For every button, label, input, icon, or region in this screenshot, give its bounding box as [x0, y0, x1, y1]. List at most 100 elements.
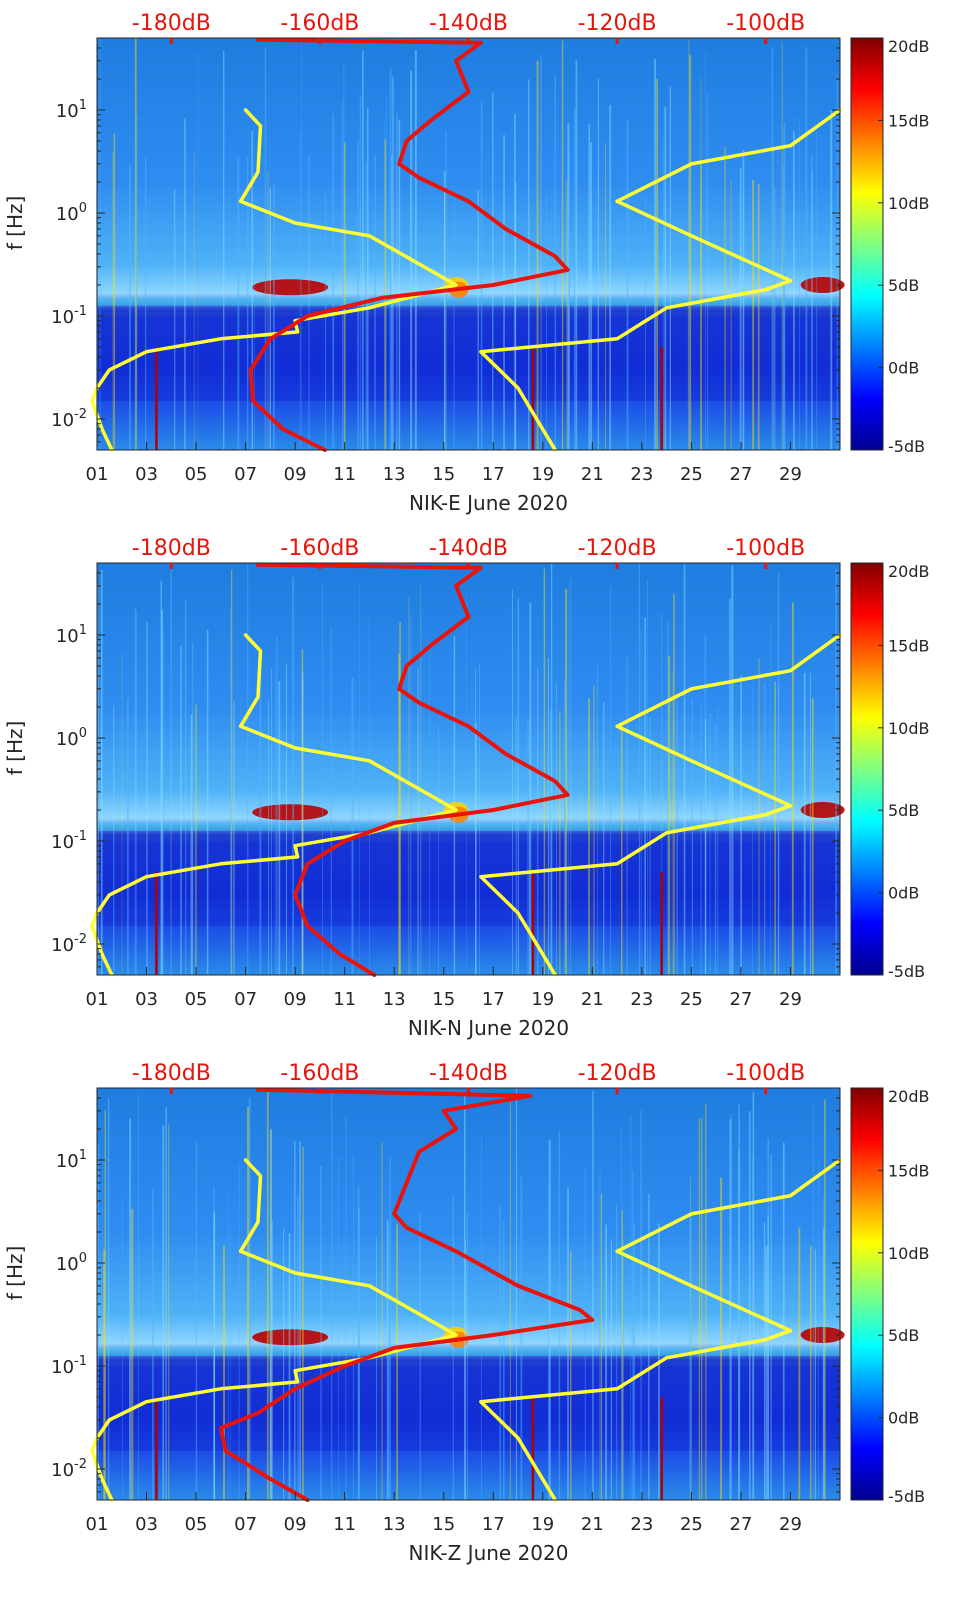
- x-tick-label: 23: [630, 464, 653, 485]
- colorbar-tick-label: 15dB: [888, 111, 930, 130]
- x-tick-label: 13: [383, 464, 406, 485]
- x-tick-label: 27: [729, 464, 752, 485]
- y-axis-label: f [Hz]: [3, 1246, 27, 1301]
- x-tick-label: 19: [531, 989, 554, 1010]
- microseism-band: [97, 1347, 840, 1356]
- series-yellow-noise-model: [90, 1158, 458, 1502]
- top-db-label: -120dB: [578, 536, 657, 561]
- y-axis-label: f [Hz]: [3, 721, 27, 776]
- x-tick-label: 25: [680, 989, 703, 1010]
- top-db-label: -120dB: [578, 1061, 657, 1086]
- colorbar-tick-label: 5dB: [888, 1326, 919, 1345]
- x-tick-label: 29: [779, 1514, 802, 1535]
- spectrogram-panel-3: 01 03 05 07 09 11 13 15 17 19 21 23 25 27 29 101 100 10-1…: [3, 1061, 930, 1565]
- x-tick-label: 01: [86, 464, 109, 485]
- microseism-peak-1: [252, 279, 329, 296]
- x-tick-label: 29: [779, 464, 802, 485]
- colorbar: [850, 562, 884, 976]
- colorbar-tick-label: -5dB: [888, 437, 925, 456]
- microseism-peak-3: [800, 1326, 845, 1343]
- low-frequency-band: [97, 1365, 840, 1451]
- y-tick-label: 10-1: [51, 1354, 87, 1378]
- spectrogram-panel-1: 01 03 05 07 09 11 13 15 17 19 21 23 25 27 29 101 100 10-1…: [3, 11, 930, 515]
- x-tick-label: 21: [581, 464, 604, 485]
- top-db-label: -120dB: [578, 11, 657, 36]
- top-db-label: -180dB: [132, 536, 211, 561]
- y-tick-label: 100: [56, 726, 87, 750]
- x-tick-label: 23: [630, 1514, 653, 1535]
- x-tick-label: 11: [333, 464, 356, 485]
- x-tick-label: 21: [581, 1514, 604, 1535]
- x-tick-label: 13: [383, 1514, 406, 1535]
- x-tick-label: 17: [482, 1514, 505, 1535]
- top-db-label: -100dB: [726, 11, 805, 36]
- top-db-label: -100dB: [726, 1061, 805, 1086]
- microseism-peak-1: [252, 804, 329, 821]
- x-axis-label: NIK-N June 2020: [408, 1016, 569, 1040]
- top-db-label: -180dB: [132, 1061, 211, 1086]
- x-tick-label: 27: [729, 1514, 752, 1535]
- colorbar-tick-label: 10dB: [888, 194, 930, 213]
- microseism-peak-3: [800, 276, 845, 293]
- series-yellow-noise-model-2: [479, 1158, 842, 1502]
- y-axis-label: f [Hz]: [3, 196, 27, 251]
- x-tick-label: 29: [779, 989, 802, 1010]
- x-tick-label: 01: [86, 989, 109, 1010]
- top-db-label: -180dB: [132, 11, 211, 36]
- colorbar-tick-label: 20dB: [888, 1087, 930, 1106]
- y-tick-label: 10-2: [51, 407, 87, 431]
- series-yellow-noise-model-2: [479, 108, 842, 452]
- colorbar-tick-label: 5dB: [888, 276, 919, 295]
- microseism-band: [97, 297, 840, 306]
- microseism-band: [97, 822, 840, 831]
- transient-streaks: [96, 38, 838, 450]
- colorbar-tick-label: 15dB: [888, 636, 930, 655]
- x-tick-label: 15: [432, 464, 455, 485]
- x-tick-label: 09: [284, 989, 307, 1010]
- colorbar-tick-label: 10dB: [888, 1244, 930, 1263]
- x-tick-label: 25: [680, 1514, 703, 1535]
- x-tick-label: 27: [729, 989, 752, 1010]
- colorbar-tick-label: 0dB: [888, 359, 919, 378]
- low-frequency-band: [97, 840, 840, 926]
- top-db-label: -140dB: [429, 11, 508, 36]
- x-tick-label: 17: [482, 464, 505, 485]
- series-yellow-noise-model: [90, 633, 458, 977]
- x-tick-label: 07: [234, 464, 257, 485]
- series-yellow-noise-model: [90, 108, 458, 452]
- x-tick-label: 15: [432, 1514, 455, 1535]
- x-tick-label: 03: [135, 464, 158, 485]
- y-tick-label: 10-2: [51, 932, 87, 956]
- colorbar: [850, 1087, 884, 1501]
- colorbar-tick-label: 5dB: [888, 801, 919, 820]
- x-tick-label: 05: [185, 989, 208, 1010]
- y-tick-label: 101: [56, 623, 87, 647]
- y-tick-label: 10-1: [51, 304, 87, 328]
- y-tick-label: 10-1: [51, 829, 87, 853]
- x-tick-label: 17: [482, 989, 505, 1010]
- top-db-label: -160dB: [280, 1061, 359, 1086]
- x-tick-label: 09: [284, 464, 307, 485]
- top-db-label: -140dB: [429, 1061, 508, 1086]
- x-tick-label: 21: [581, 989, 604, 1010]
- series-red-psd: [256, 562, 570, 977]
- colorbar-tick-label: 0dB: [888, 1409, 919, 1428]
- x-tick-label: 11: [333, 989, 356, 1010]
- series-red-psd: [248, 37, 570, 452]
- x-tick-label: 03: [135, 989, 158, 1010]
- colorbar-tick-label: 15dB: [888, 1161, 930, 1180]
- y-tick-label: 101: [56, 98, 87, 122]
- series-yellow-noise-model-2: [479, 633, 842, 977]
- x-tick-label: 15: [432, 989, 455, 1010]
- colorbar-tick-label: 0dB: [888, 884, 919, 903]
- transient-streaks: [97, 563, 838, 975]
- spectrogram-panel-2: 01 03 05 07 09 11 13 15 17 19 21 23 25 27 29 101 100 10-1…: [3, 536, 930, 1040]
- x-tick-label: 11: [333, 1514, 356, 1535]
- colorbar-tick-label: 20dB: [888, 562, 930, 581]
- x-tick-label: 25: [680, 464, 703, 485]
- colorbar-tick-label: 20dB: [888, 37, 930, 56]
- x-tick-label: 05: [185, 1514, 208, 1535]
- y-tick-label: 10-2: [51, 1457, 87, 1481]
- x-tick-label: 23: [630, 989, 653, 1010]
